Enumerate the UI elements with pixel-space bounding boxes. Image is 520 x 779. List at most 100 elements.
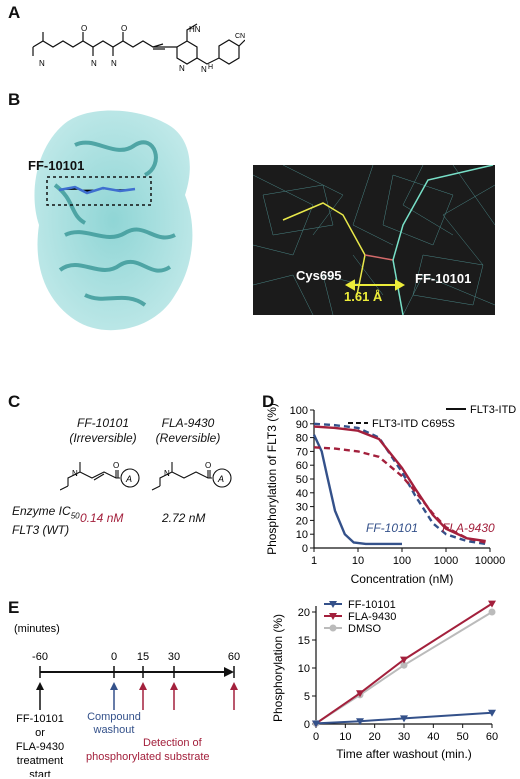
event-treatment-text: FF-10101: [16, 713, 64, 725]
series-line: [313, 422, 486, 546]
timeline-tick-label: 30: [168, 651, 180, 663]
y-tick-label: 0: [304, 719, 310, 731]
legend-label: FLT3-ITD: [470, 404, 516, 416]
data-point: [400, 656, 408, 664]
data-point: [400, 661, 408, 669]
svg-text:N: N: [111, 59, 117, 68]
enzyme-label-sub: 50: [70, 511, 80, 521]
compound1-name: FF-10101: [76, 416, 130, 430]
enzyme-ic50-label: Enzyme IC50 FLT3 (WT): [12, 504, 80, 538]
series-line: [315, 711, 493, 725]
data-point: [329, 601, 337, 608]
x-tick-label: 100: [393, 555, 411, 567]
distance-label: 1.61 Å: [344, 289, 383, 304]
washout-chart: 0 5 10 15 20 0 10 20 30 40 50 60 Time after washout …: [271, 599, 498, 761]
y-tick-label: 20: [296, 515, 308, 527]
event-arrow-washout-head: [110, 682, 118, 690]
svg-text:N: N: [72, 469, 78, 478]
svg-text:N: N: [201, 65, 207, 74]
density-ff10101-label: FF-10101: [415, 271, 472, 286]
y-axis-label: Phosphorylation (%): [271, 614, 285, 722]
series-line: [313, 446, 486, 544]
data-point: [312, 720, 320, 728]
event-treatment-text: treatment: [17, 755, 63, 767]
x-tick-label: 40: [427, 731, 439, 743]
x-axis-label: Concentration (nM): [351, 572, 454, 586]
y-tick-label: 90: [296, 419, 308, 431]
y-tick-label: 70: [296, 446, 308, 458]
data-point: [488, 608, 496, 616]
event-treatment-text: or: [35, 727, 45, 739]
panel-letter-b: B: [8, 90, 21, 109]
y-tick-label: 10: [298, 663, 310, 675]
x-tick-label: 10000: [475, 555, 506, 567]
series-label-fla9430: FLA-9430: [442, 521, 495, 535]
warhead-structures: N N O O A A: [60, 461, 232, 491]
y-tick-label: 80: [296, 433, 308, 445]
y-tick-label: 40: [296, 488, 308, 500]
x-tick-label: 20: [369, 731, 381, 743]
x-tick-label: 30: [398, 731, 410, 743]
compound2-heading: FLA-9430 (Reversible): [148, 416, 228, 446]
svg-text:N: N: [179, 64, 185, 73]
x-tick-label: 50: [457, 731, 469, 743]
data-point: [488, 600, 496, 608]
panel-letter-a: A: [8, 3, 21, 22]
legend-label: FLA-9430: [348, 611, 396, 623]
event-arrow-detect-60-head: [230, 682, 238, 690]
legend-label: DMSO: [348, 623, 381, 635]
data-point: [356, 718, 364, 726]
x-tick-label: 0: [313, 731, 319, 743]
data-point: [400, 715, 408, 723]
y-tick-label: 20: [298, 607, 310, 619]
ic50-value-2: 2.72 nM: [162, 511, 206, 525]
timeline-tick-label: -60: [32, 651, 48, 663]
timeline-tick-label: 15: [137, 651, 149, 663]
svg-text:N: N: [39, 59, 45, 68]
event-treatment-text: FLA-9430: [16, 741, 64, 753]
svg-text:N: N: [91, 59, 97, 68]
timeline-arrowhead: [224, 667, 234, 677]
protein-structure-image: [34, 110, 193, 331]
legend-label: FF-10101: [348, 599, 396, 611]
compound1-heading: FF-10101 (Irreversible): [63, 416, 143, 446]
y-tick-label: 10: [296, 529, 308, 541]
y-tick-label: 30: [296, 502, 308, 514]
compound2-type: (Reversible): [155, 431, 221, 445]
data-point: [356, 690, 364, 698]
event-arrow-detect-15-head: [139, 682, 147, 690]
event-arrow-treatment-head: [36, 682, 44, 690]
event-arrow-detect-30-head: [170, 682, 178, 690]
cys695-label: Cys695: [296, 268, 342, 283]
panel-letter-d: D: [262, 392, 275, 411]
y-tick-label: 15: [298, 635, 310, 647]
y-tick-label: 60: [296, 460, 308, 472]
ring-letter-1: A: [125, 474, 132, 484]
x-axis-label: Time after washout (min.): [336, 747, 472, 761]
panel-letter-c: C: [8, 392, 21, 411]
timeline-unit: (minutes): [14, 623, 60, 635]
ic50-value-1: 0.14 nM: [80, 511, 124, 525]
svg-text:N: N: [164, 469, 170, 478]
data-point: [488, 709, 496, 717]
x-tick-label: 10: [339, 731, 351, 743]
series-line: [315, 602, 493, 725]
ring-letter-2: A: [217, 474, 224, 484]
series-line: [312, 434, 402, 546]
x-tick-label: 10: [352, 555, 364, 567]
timeline-tick-label: 0: [111, 651, 117, 663]
y-axis-label: Phosphorylation of FLT3 (%): [265, 403, 279, 555]
event-treatment-text: start: [29, 769, 50, 777]
panel-letter-e: E: [8, 598, 20, 617]
enzyme-label-line1: Enzyme IC: [12, 504, 71, 518]
event-washout-text: washout: [93, 724, 135, 736]
svg-text:HN: HN: [189, 25, 201, 34]
experiment-timeline: (minutes) -60 0 15 30 60 FF-10101 or FLA-9430 tre…: [14, 623, 240, 777]
event-washout-text: Compound: [87, 711, 141, 723]
enzyme-label-line2: FLT3 (WT): [12, 523, 70, 538]
y-tick-label: 5: [304, 691, 310, 703]
compound1-type: (Irreversible): [69, 431, 137, 445]
series-label-ff10101: FF-10101: [366, 521, 418, 535]
y-tick-label: 0: [302, 543, 308, 555]
